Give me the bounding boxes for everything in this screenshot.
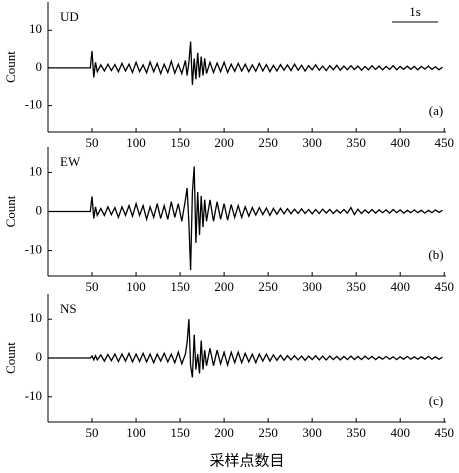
- x-tick-label: 450: [434, 135, 454, 150]
- x-tick-label: 50: [86, 135, 99, 150]
- trace-label: UD: [60, 9, 79, 24]
- waveform: [48, 319, 443, 378]
- y-tick-label: 0: [36, 349, 43, 364]
- x-axis-label: 采样点数目: [209, 452, 284, 469]
- trace-label: EW: [60, 154, 81, 169]
- y-tick-label: -10: [25, 97, 42, 112]
- x-tick-label: 350: [346, 135, 366, 150]
- x-tick-label: 450: [434, 425, 454, 440]
- panel-label: (c): [429, 393, 443, 408]
- x-tick-label: 150: [170, 135, 190, 150]
- y-tick-label: -10: [25, 242, 42, 257]
- y-tick-label: 10: [29, 163, 42, 178]
- x-tick-label: 300: [302, 425, 322, 440]
- x-tick-label: 150: [170, 425, 190, 440]
- y-tick-label: -10: [25, 388, 42, 403]
- x-tick-label: 200: [214, 135, 234, 150]
- x-tick-label: 400: [390, 425, 410, 440]
- y-tick-label: 10: [29, 310, 42, 325]
- y-tick-label: 0: [36, 59, 43, 74]
- y-axis-label: Count: [3, 195, 18, 227]
- x-tick-label: 350: [346, 279, 366, 294]
- x-tick-label: 50: [86, 279, 99, 294]
- x-tick-label: 100: [126, 135, 146, 150]
- panel-label: (a): [429, 103, 443, 118]
- x-tick-label: 250: [258, 279, 278, 294]
- x-tick-label: 450: [434, 279, 454, 294]
- scale-label: 1s: [409, 4, 421, 19]
- y-tick-label: 10: [29, 21, 42, 36]
- x-tick-label: 250: [258, 425, 278, 440]
- x-tick-label: 300: [302, 135, 322, 150]
- y-axis-label: Count: [3, 51, 18, 83]
- waveform: [48, 41, 443, 85]
- y-tick-label: 0: [36, 202, 43, 217]
- trace-label: NS: [60, 301, 77, 316]
- x-tick-label: 200: [214, 279, 234, 294]
- panel-label: (b): [428, 247, 443, 262]
- waveform: [48, 166, 443, 271]
- x-tick-label: 400: [390, 135, 410, 150]
- y-axis-label: Count: [3, 342, 18, 374]
- x-tick-label: 300: [302, 279, 322, 294]
- x-tick-label: 100: [126, 279, 146, 294]
- x-tick-label: 400: [390, 279, 410, 294]
- x-tick-label: 250: [258, 135, 278, 150]
- x-tick-label: 150: [170, 279, 190, 294]
- x-tick-label: 100: [126, 425, 146, 440]
- x-tick-label: 50: [86, 425, 99, 440]
- x-tick-label: 200: [214, 425, 234, 440]
- x-tick-label: 350: [346, 425, 366, 440]
